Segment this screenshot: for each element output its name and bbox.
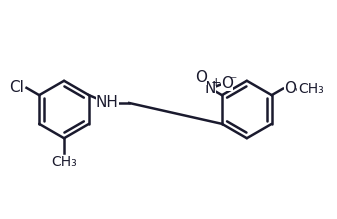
Text: O: O [221, 76, 233, 91]
Text: +: + [211, 76, 221, 89]
Text: CH₃: CH₃ [299, 82, 325, 96]
Text: Cl: Cl [9, 80, 24, 95]
Text: N: N [205, 81, 216, 96]
Text: ⁻: ⁻ [229, 74, 236, 88]
Text: NH: NH [96, 95, 119, 110]
Text: CH₃: CH₃ [51, 155, 77, 169]
Text: O: O [195, 70, 207, 85]
Text: O: O [284, 81, 296, 96]
